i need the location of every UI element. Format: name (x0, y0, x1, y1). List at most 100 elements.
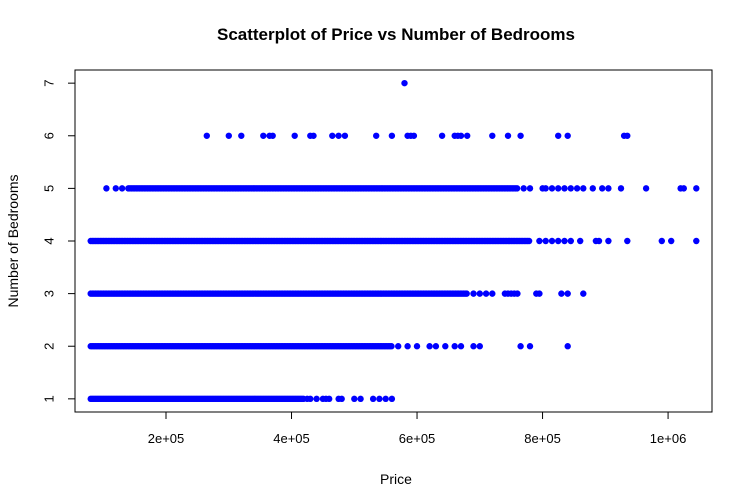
data-point (517, 132, 524, 139)
data-point (238, 132, 245, 139)
data-point (291, 132, 298, 139)
y-tick-label: 6 (42, 132, 57, 139)
data-point (103, 185, 110, 192)
data-points (87, 79, 700, 403)
data-point (573, 185, 581, 192)
data-point (599, 185, 606, 192)
data-point (118, 185, 126, 192)
data-point (642, 185, 650, 192)
data-point (680, 185, 687, 192)
data-point (564, 343, 571, 350)
data-point (580, 290, 587, 297)
data-point (517, 343, 524, 350)
data-point (470, 290, 477, 297)
data-point (567, 185, 574, 192)
data-point (388, 343, 395, 350)
x-tick-label: 8e+05 (524, 431, 561, 446)
data-point (260, 132, 267, 139)
data-point (451, 343, 458, 350)
data-point (313, 395, 320, 403)
data-point (580, 185, 587, 192)
data-point (561, 185, 568, 192)
data-point (555, 132, 562, 139)
y-tick-label: 3 (42, 290, 57, 297)
data-point (376, 395, 383, 403)
data-point (558, 290, 565, 297)
x-tick-label: 2e+05 (148, 431, 185, 446)
data-point (476, 343, 483, 350)
data-point (382, 395, 389, 403)
data-point (605, 185, 612, 192)
data-point (476, 290, 483, 297)
data-point (624, 132, 631, 139)
y-tick-label: 1 (42, 395, 57, 402)
data-point (269, 132, 276, 139)
data-point (426, 343, 433, 350)
y-tick-label: 7 (42, 80, 57, 87)
data-point (395, 343, 402, 350)
data-point (526, 343, 534, 350)
data-point (595, 237, 603, 245)
x-axis: 2e+05 4e+05 6e+05 8e+05 1e+06 (148, 411, 687, 446)
data-point (388, 395, 396, 403)
data-point (329, 132, 336, 139)
data-point (489, 132, 496, 139)
data-point (561, 237, 568, 245)
data-point (463, 290, 470, 297)
data-point (307, 395, 314, 403)
data-point (513, 185, 521, 192)
x-tick-label: 6e+05 (399, 431, 436, 446)
data-point (658, 237, 665, 245)
data-point (432, 343, 440, 350)
data-point (225, 132, 232, 139)
data-point (617, 185, 625, 192)
data-point (536, 290, 543, 297)
x-tick-label: 1e+06 (650, 431, 687, 446)
data-point (351, 395, 358, 403)
data-point (388, 132, 396, 139)
data-point (589, 185, 596, 192)
data-point (520, 185, 527, 192)
data-point (438, 132, 446, 139)
data-point (464, 132, 471, 139)
data-point (404, 343, 411, 350)
y-tick-label: 2 (42, 343, 57, 350)
data-point (442, 343, 449, 350)
data-point (624, 237, 631, 245)
data-point (369, 395, 377, 403)
data-point (326, 395, 333, 403)
y-tick-label: 5 (42, 185, 57, 192)
data-point (413, 343, 421, 350)
data-point (338, 395, 345, 403)
data-point (489, 290, 496, 297)
data-point (373, 132, 380, 139)
data-point (536, 237, 543, 245)
data-point (504, 132, 512, 139)
y-axis-label: Number of Bedrooms (5, 174, 21, 307)
data-point (555, 237, 562, 245)
data-point (112, 185, 120, 192)
data-point (555, 185, 562, 192)
data-point (693, 237, 700, 245)
data-point (203, 132, 210, 139)
data-point (542, 237, 549, 245)
y-axis: 1 2 3 4 5 6 7 (42, 80, 76, 402)
data-point (567, 237, 574, 245)
data-point (457, 343, 465, 350)
data-point (341, 132, 349, 139)
data-point (564, 290, 571, 297)
data-point (335, 132, 342, 139)
x-axis-label: Price (380, 471, 412, 487)
data-point (668, 237, 675, 245)
data-point (457, 132, 465, 139)
data-point (525, 237, 533, 245)
data-point (693, 185, 700, 192)
data-point (548, 237, 556, 245)
data-point (605, 237, 612, 245)
data-point (357, 395, 364, 403)
data-point (514, 290, 521, 297)
data-point (310, 132, 317, 139)
x-tick-label: 4e+05 (273, 431, 310, 446)
data-point (548, 185, 556, 192)
